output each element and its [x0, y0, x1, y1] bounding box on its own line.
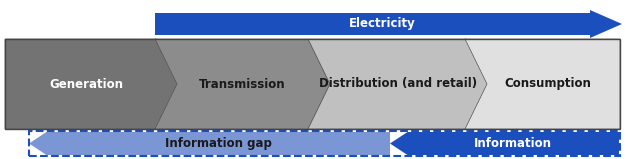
- Polygon shape: [5, 39, 178, 129]
- Polygon shape: [390, 132, 619, 155]
- Bar: [155, 13, 590, 35]
- Text: Consumption: Consumption: [505, 77, 592, 90]
- Text: Distribution (and retail): Distribution (and retail): [319, 77, 477, 90]
- Text: Electricity: Electricity: [349, 17, 416, 31]
- Polygon shape: [155, 39, 330, 129]
- Polygon shape: [29, 132, 390, 155]
- Text: Generation: Generation: [49, 77, 123, 90]
- Polygon shape: [590, 10, 622, 38]
- Text: Information: Information: [474, 137, 553, 150]
- Bar: [29, 131, 620, 156]
- Text: Information gap: Information gap: [165, 137, 272, 150]
- Bar: [5, 39, 620, 129]
- Polygon shape: [308, 39, 488, 129]
- Text: Transmission: Transmission: [199, 77, 286, 90]
- Polygon shape: [465, 39, 620, 129]
